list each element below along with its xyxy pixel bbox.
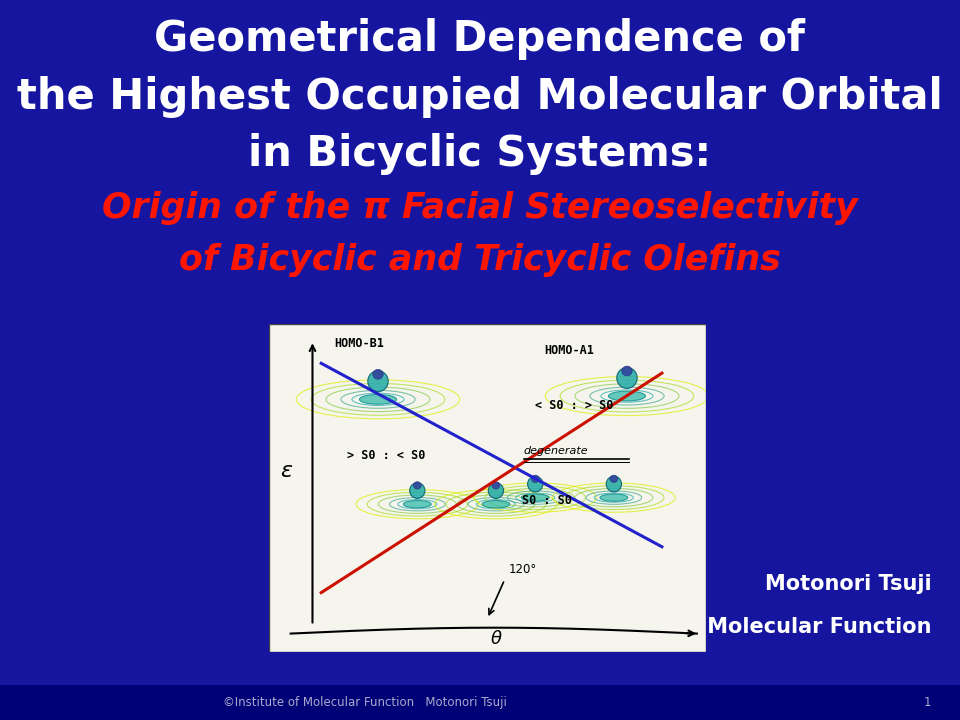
Ellipse shape <box>359 395 396 404</box>
Ellipse shape <box>403 500 431 508</box>
Text: of Bicyclic and Tricyclic Olefins: of Bicyclic and Tricyclic Olefins <box>180 243 780 277</box>
Ellipse shape <box>606 476 621 492</box>
Text: Motonori Tsuji: Motonori Tsuji <box>764 574 931 594</box>
Ellipse shape <box>368 371 388 392</box>
Ellipse shape <box>482 500 510 508</box>
Ellipse shape <box>609 391 645 401</box>
Text: degenerate: degenerate <box>524 446 588 456</box>
Text: HOMO-A1: HOMO-A1 <box>544 343 594 356</box>
Text: < S0 : > S0: < S0 : > S0 <box>536 400 613 413</box>
Text: HOMO-B1: HOMO-B1 <box>334 337 384 350</box>
Text: 120°: 120° <box>509 563 538 576</box>
Ellipse shape <box>616 367 637 388</box>
Ellipse shape <box>372 369 383 379</box>
Text: Geometrical Dependence of: Geometrical Dependence of <box>155 18 805 60</box>
Text: the Highest Occupied Molecular Orbital: the Highest Occupied Molecular Orbital <box>17 76 943 117</box>
Ellipse shape <box>528 476 543 492</box>
Ellipse shape <box>492 482 500 489</box>
Text: $\theta$: $\theta$ <box>490 630 502 648</box>
Text: S0 : S0: S0 : S0 <box>521 494 571 507</box>
Ellipse shape <box>410 483 425 498</box>
Ellipse shape <box>489 483 504 498</box>
Ellipse shape <box>521 494 549 501</box>
Text: > S0 : < S0: > S0 : < S0 <box>348 449 426 462</box>
Ellipse shape <box>531 475 540 482</box>
Ellipse shape <box>600 494 628 501</box>
Text: $\varepsilon$: $\varepsilon$ <box>279 462 293 482</box>
Text: Origin of the π Facial Stereoselectivity: Origin of the π Facial Stereoselectivity <box>102 191 858 225</box>
Text: ©Institute of Molecular Function   Motonori Tsuji: ©Institute of Molecular Function Motonor… <box>223 696 507 709</box>
Text: in Bicyclic Systems:: in Bicyclic Systems: <box>249 133 711 175</box>
Bar <box>0 685 960 720</box>
Ellipse shape <box>622 366 633 376</box>
Ellipse shape <box>610 475 618 482</box>
Text: 1: 1 <box>924 696 931 709</box>
Text: Institute of Molecular Function: Institute of Molecular Function <box>567 617 931 637</box>
Ellipse shape <box>414 482 421 489</box>
